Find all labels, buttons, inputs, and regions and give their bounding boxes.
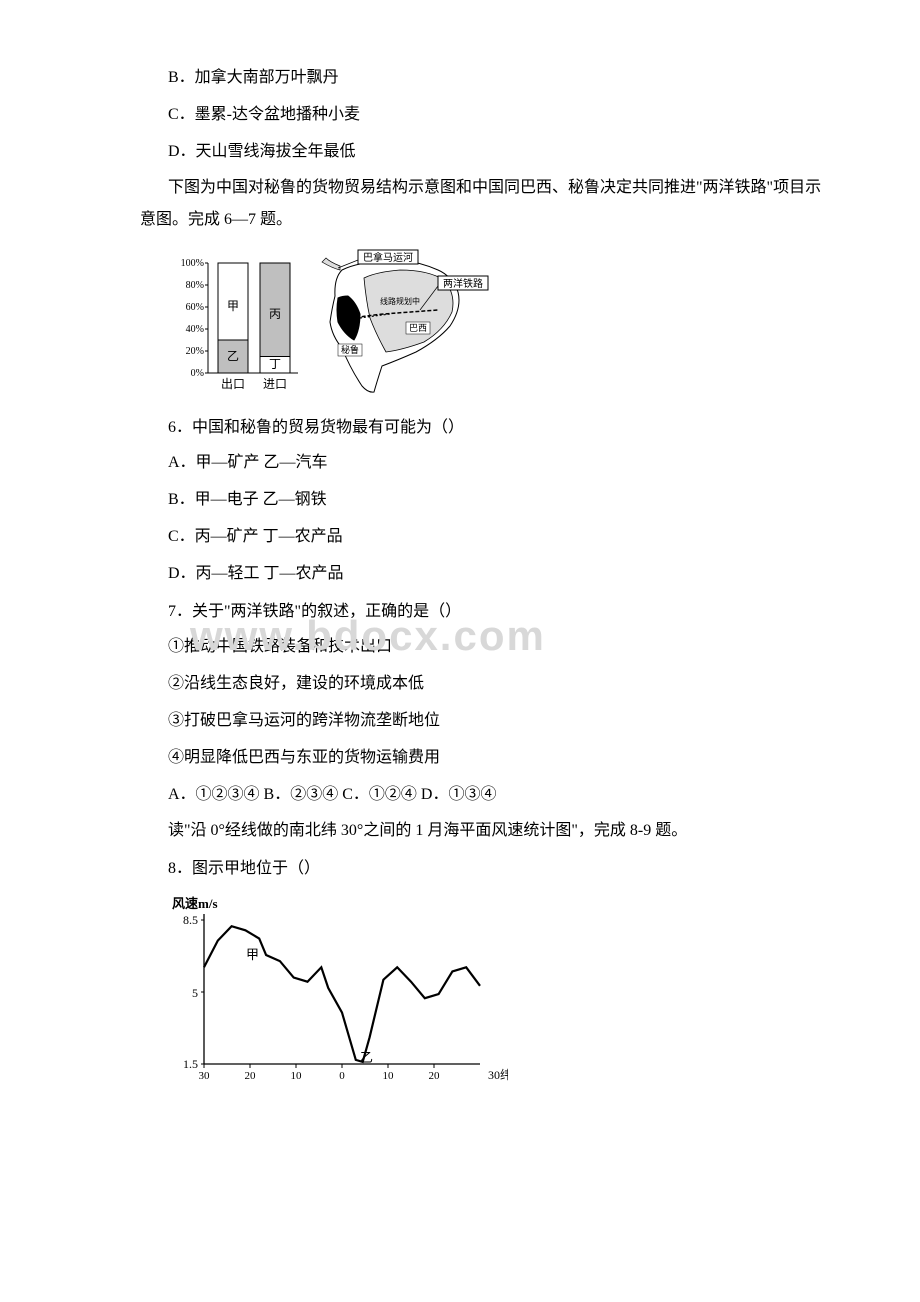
svg-text:80%: 80% — [186, 280, 204, 291]
q7-s2: ②沿线生态良好，建设的环境成本低 — [140, 666, 830, 701]
svg-text:丙: 丙 — [269, 307, 281, 321]
svg-text:0%: 0% — [191, 368, 204, 379]
q7-main: 7．关于"两洋铁路"的叙述，正确的是（） — [140, 594, 830, 629]
y-axis-labels: 100% 80% 60% 40% 20% 0% — [181, 258, 204, 379]
svg-text:丁: 丁 — [269, 357, 281, 371]
svg-text:20%: 20% — [186, 346, 204, 357]
svg-text:10: 10 — [383, 1070, 395, 1082]
q5-option-d: D．天山雪线海拔全年最低 — [140, 134, 830, 169]
svg-text:40%: 40% — [186, 324, 204, 335]
svg-text:甲: 甲 — [227, 299, 239, 313]
q7-s3: ③打破巴拿马运河的跨洋物流垄断地位 — [140, 703, 830, 738]
figure-trade-and-map: 100% 80% 60% 40% 20% 0% — [168, 248, 830, 398]
svg-text:100%: 100% — [181, 258, 204, 269]
q6-option-c: C．丙—矿产 丁—农产品 — [140, 519, 830, 554]
wind-speed-chart: 风速m/s 8.5 5 1.5 30 20 10 0 10 20 30纬度 — [168, 894, 508, 1084]
peru-label: 秘鲁 — [341, 344, 359, 355]
panama-outline — [322, 258, 340, 270]
label-yi: 乙 — [360, 1050, 373, 1065]
y-tick-5: 5 — [192, 986, 198, 1000]
q6-option-d: D．丙—轻工 丁—农产品 — [140, 556, 830, 591]
q7-s4: ④明显降低巴西与东亚的货物运输费用 — [140, 740, 830, 775]
svg-text:20: 20 — [429, 1070, 441, 1082]
svg-text:30: 30 — [199, 1070, 211, 1082]
q8-main: 8．图示甲地位于（） — [140, 851, 830, 886]
q6-option-b: B．甲—电子 乙—钢铁 — [140, 482, 830, 517]
q5-option-b: B．加拿大南部万叶飘丹 — [140, 60, 830, 95]
x-ticks: 30 20 10 0 10 20 — [199, 1064, 441, 1082]
import-bar: 丙 丁 — [260, 263, 290, 373]
q7-s1: ①推动中国铁路装备和技术出口 — [140, 629, 830, 664]
x-axis-label: 30纬度 — [488, 1067, 508, 1082]
railroad-label: 两洋铁路 — [443, 277, 483, 290]
route-planning-label: 线路规划中 — [380, 296, 420, 306]
x-label-import: 进口 — [263, 377, 287, 391]
q5-option-c: C．墨累-达令盆地播种小麦 — [140, 97, 830, 132]
trade-stacked-chart: 100% 80% 60% 40% 20% 0% — [168, 248, 308, 398]
panama-label: 巴拿马运河 — [363, 251, 413, 264]
q7-options: A．①②③④ B．②③④ C．①②④ D．①③④ — [140, 777, 830, 812]
export-bar: 甲 乙 — [218, 263, 248, 373]
brazil-label: 巴西 — [409, 323, 427, 333]
label-jia: 甲 — [246, 947, 259, 962]
south-america-map: 巴拿马运河 两洋铁路 线路规划中 秘鲁 巴西 — [320, 248, 490, 398]
svg-text:60%: 60% — [186, 302, 204, 313]
x-label-export: 出口 — [221, 377, 245, 391]
svg-text:10: 10 — [291, 1070, 303, 1082]
svg-text:0: 0 — [339, 1070, 345, 1082]
q6-option-a: A．甲—矿产 乙—汽车 — [140, 445, 830, 480]
y-tick-85: 8.5 — [183, 913, 198, 927]
q6-main: 6．中国和秘鲁的贸易货物最有可能为（） — [140, 410, 830, 445]
y-axis-label: 风速m/s — [172, 896, 218, 911]
intro-6-7: 下图为中国对秘鲁的货物贸易结构示意图和中国同巴西、秘鲁决定共同推进"两洋铁路"项… — [140, 172, 830, 236]
intro-8-9: 读"沿 0°经线做的南北纬 30°之间的 1 月海平面风速统计图"，完成 8-9… — [140, 815, 830, 847]
y-tick-15: 1.5 — [183, 1057, 198, 1071]
svg-text:乙: 乙 — [227, 349, 239, 363]
svg-text:20: 20 — [245, 1070, 257, 1082]
